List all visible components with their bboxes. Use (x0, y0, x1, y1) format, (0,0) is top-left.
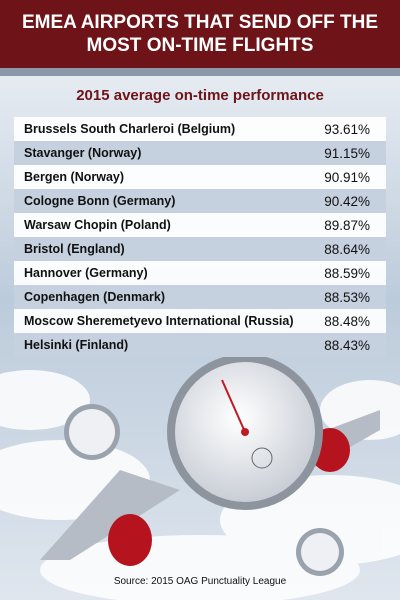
header-strip (0, 68, 400, 76)
table-row: Cologne Bonn (Germany) 90.42% (14, 189, 386, 213)
table-row: Hannover (Germany) 88.59% (14, 261, 386, 285)
on-time-value: 88.64% (324, 241, 370, 257)
table-row: Warsaw Chopin (Poland) 89.87% (14, 213, 386, 237)
airport-name: Bergen (Norway) (24, 170, 125, 184)
on-time-value: 89.87% (324, 217, 370, 233)
on-time-value: 88.43% (324, 337, 370, 353)
plane-wings (40, 410, 380, 566)
subtitle: 2015 average on-time performance (76, 87, 324, 104)
airport-name: Warsaw Chopin (Poland) (24, 218, 171, 232)
small-stopwatch (64, 404, 344, 576)
table-row: Brussels South Charleroi (Belgium) 93.61% (14, 117, 386, 141)
airport-name: Brussels South Charleroi (Belgium) (24, 122, 236, 136)
on-time-value: 88.48% (324, 313, 370, 329)
on-time-value: 88.59% (324, 265, 370, 281)
table: Brussels South Charleroi (Belgium) 93.61%… (14, 117, 386, 357)
airport-name: Helsinki (Finland) (24, 338, 129, 352)
airport-name: Copenhagen (Denmark) (24, 290, 165, 304)
airport-name: Bristol (England) (24, 242, 125, 256)
table-row: Moscow Sheremetyevo International (Russi… (14, 309, 386, 333)
airport-name: Hannover (Germany) (24, 266, 148, 280)
table-row: Bergen (Norway) 90.91% (14, 165, 386, 189)
on-time-value: 90.42% (324, 193, 370, 209)
source-note: Source: 2015 OAG Punctuality League (113, 576, 287, 587)
table-row: Bristol (England) 88.64% (14, 237, 386, 261)
airport-name: Moscow Sheremetyevo International (Russi… (24, 314, 294, 328)
header-title: EMEA AIRPORTS THAT SEND OFF THE MOST ON-… (0, 0, 400, 68)
on-time-value: 93.61% (324, 121, 370, 137)
table-row: Stavanger (Norway) 91.15% (14, 141, 386, 165)
airport-name: Stavanger (Norway) (24, 146, 142, 160)
on-time-value: 88.53% (324, 289, 370, 305)
airport-name: Cologne Bonn (Germany) (24, 194, 176, 208)
on-time-value: 90.91% (324, 169, 370, 185)
table-row: Copenhagen (Denmark) 88.53% (14, 285, 386, 309)
on-time-value: 91.15% (324, 145, 370, 161)
table-row: Helsinki (Finland) 88.43% (14, 333, 386, 357)
